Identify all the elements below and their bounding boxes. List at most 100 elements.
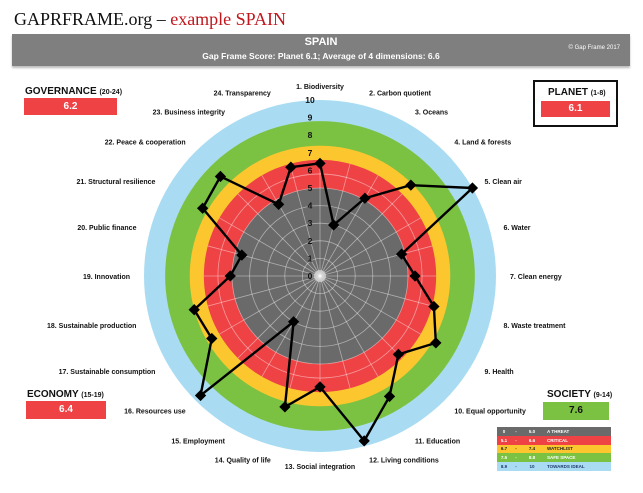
data-point bbox=[206, 332, 218, 345]
legend-from: 5.1 bbox=[500, 437, 508, 443]
grid-spoke bbox=[319, 245, 433, 277]
legend-to: 7.4 bbox=[528, 446, 536, 452]
header-subtitle: Gap Frame Score: Planet 6.1; Average of … bbox=[202, 51, 440, 61]
data-point bbox=[188, 304, 200, 316]
data-point bbox=[314, 157, 326, 170]
legend-to: 10 bbox=[529, 464, 535, 470]
category-label: 10. Equal opportunity bbox=[454, 408, 526, 415]
grid-spoke bbox=[219, 275, 321, 335]
header-bar: SPAIN Gap Frame Score: Planet 6.1; Avera… bbox=[12, 34, 630, 66]
data-point bbox=[430, 337, 442, 349]
category-label: 11. Education bbox=[415, 439, 460, 446]
category-label: 5. Clean air bbox=[485, 179, 523, 186]
score-legend: 0 - 5.0 A THREAT 5.1 - 6.6 CRITICAL 6.7 - 7.4 WATCH… bbox=[497, 427, 611, 471]
legend-label: WATCHLIST bbox=[547, 446, 573, 452]
data-point bbox=[236, 249, 248, 261]
grid-spoke bbox=[319, 275, 351, 389]
grid-spoke bbox=[319, 275, 403, 359]
tick-label: 2 bbox=[308, 236, 313, 246]
grid-circle bbox=[266, 222, 374, 330]
grid-spoke bbox=[237, 275, 321, 359]
data-point bbox=[279, 401, 291, 413]
legend-dash: - bbox=[515, 437, 517, 443]
grid-spoke bbox=[237, 193, 321, 277]
legend-row: 8.9 - 10 TOWARDS IDEAL bbox=[497, 462, 611, 471]
category-label: 16. Resources use bbox=[124, 408, 186, 415]
data-point bbox=[428, 300, 440, 313]
data-point bbox=[214, 170, 227, 183]
category-label: 12. Living conditions bbox=[369, 458, 439, 465]
legend-dash: - bbox=[515, 464, 517, 470]
header-copyright: © Gap Frame 2017 bbox=[568, 45, 620, 51]
data-point bbox=[405, 179, 417, 191]
tick-label: 4 bbox=[308, 201, 313, 211]
planet-name: PLANET bbox=[548, 87, 588, 98]
legend-from: 8.9 bbox=[500, 464, 508, 470]
society-label: SOCIETY (9-14) bbox=[547, 389, 612, 400]
data-point bbox=[395, 248, 408, 260]
category-label: 24. Transparency bbox=[214, 90, 271, 97]
grid-spoke bbox=[261, 175, 321, 277]
grid-circle bbox=[217, 173, 423, 379]
planet-frame bbox=[533, 80, 618, 127]
legend-dash: - bbox=[515, 446, 517, 452]
tick-label: 8 bbox=[308, 130, 313, 140]
category-label: 7. Clean energy bbox=[510, 274, 562, 281]
data-point bbox=[466, 182, 479, 194]
data-point bbox=[196, 202, 209, 214]
planet-label: PLANET (1-8) bbox=[548, 87, 606, 98]
data-point bbox=[392, 348, 405, 361]
data-point bbox=[314, 381, 326, 393]
data-point bbox=[358, 435, 370, 447]
tick-label: 3 bbox=[308, 218, 313, 228]
governance-label: GOVERNANCE (20-24) bbox=[25, 86, 122, 97]
grid-spoke bbox=[289, 275, 321, 389]
data-point bbox=[287, 316, 300, 328]
category-label: 14. Quality of life bbox=[215, 458, 271, 465]
economy-name: ECONOMY bbox=[27, 389, 79, 400]
legend-from: 7.5 bbox=[500, 455, 508, 461]
legend-label: CRITICAL bbox=[547, 437, 568, 443]
legend-to: 8.8 bbox=[528, 455, 536, 461]
tick-label: 5 bbox=[308, 183, 313, 193]
legend-dash: - bbox=[515, 455, 517, 461]
legend-label: TOWARDS IDEAL bbox=[547, 464, 585, 470]
governance-range: (20-24) bbox=[99, 89, 123, 96]
center-glow bbox=[314, 270, 326, 282]
legend-row: 5.1 - 6.6 CRITICAL bbox=[497, 435, 611, 445]
data-point bbox=[224, 270, 236, 282]
header-country: SPAIN bbox=[304, 36, 338, 48]
tick-label: 1 bbox=[308, 253, 313, 263]
economy-score: 6.4 bbox=[26, 401, 106, 419]
category-label: 23. Business integrity bbox=[153, 109, 225, 116]
governance-score: 6.2 bbox=[24, 98, 117, 115]
legend-label: A THREAT bbox=[547, 428, 570, 434]
grid-spoke bbox=[319, 217, 421, 277]
tick-label: 9 bbox=[308, 113, 313, 123]
grid-spoke bbox=[319, 175, 379, 277]
society-range: (9-14) bbox=[593, 392, 613, 399]
category-label: 15. Employment bbox=[171, 439, 225, 446]
category-label: 1. Biodiversity bbox=[296, 84, 344, 91]
category-label: 8. Waste treatment bbox=[504, 323, 567, 330]
category-label: 4. Land & forests bbox=[454, 140, 511, 147]
legend-from: 0 bbox=[502, 428, 506, 434]
tick-label: 10 bbox=[305, 95, 315, 105]
grid-spoke bbox=[261, 275, 321, 377]
data-point bbox=[383, 390, 396, 403]
society-name: SOCIETY bbox=[547, 389, 591, 400]
economy-range: (15-19) bbox=[81, 392, 104, 399]
grid-spoke bbox=[319, 193, 403, 277]
legend-label: SAFE SPACE bbox=[547, 455, 576, 461]
category-label: 19. Innovation bbox=[83, 274, 130, 281]
grid-circle bbox=[284, 240, 356, 312]
data-point bbox=[328, 219, 340, 231]
legend-to: 5.0 bbox=[528, 428, 536, 434]
legend-row: 0 - 5.0 A THREAT bbox=[497, 427, 611, 436]
grid-spoke bbox=[319, 275, 421, 335]
grid-circle bbox=[301, 257, 338, 294]
legend-from: 6.7 bbox=[500, 446, 508, 452]
data-point bbox=[359, 192, 371, 204]
category-label: 20. Public finance bbox=[77, 225, 136, 232]
data-point bbox=[285, 161, 297, 173]
